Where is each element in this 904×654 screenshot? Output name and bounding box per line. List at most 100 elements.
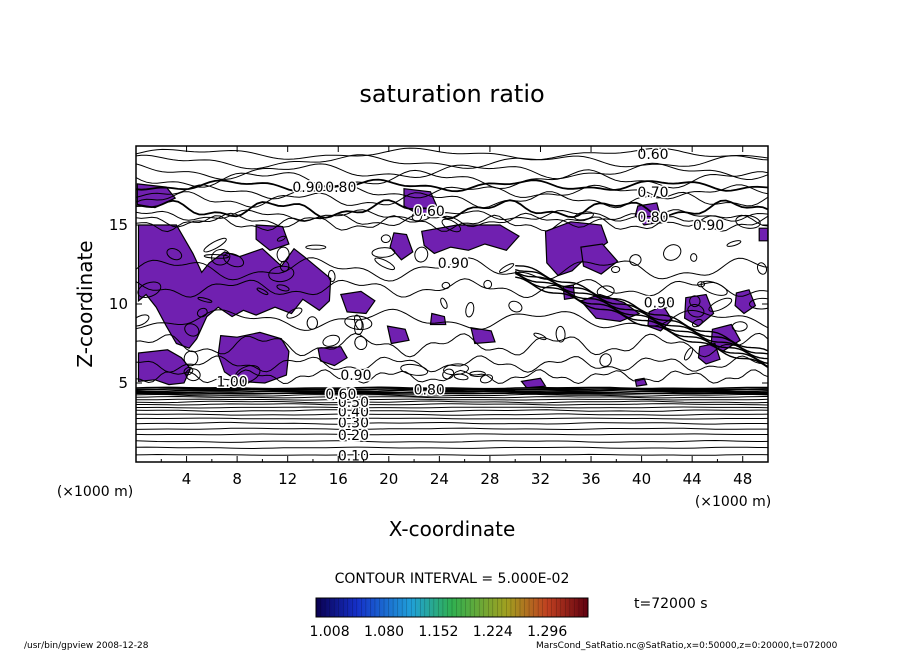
contour-blob [479, 374, 494, 384]
contour-blob [305, 244, 327, 250]
contour-line [136, 395, 768, 399]
contour-blob [498, 263, 515, 274]
contour-lines [136, 147, 768, 456]
supersaturated-region [255, 224, 290, 251]
contour-blob [533, 332, 547, 341]
contour-blob [322, 334, 340, 347]
contour-blob [184, 323, 200, 337]
contour-blob [683, 347, 694, 361]
colorbar-tick-label: 1.008 [310, 624, 350, 640]
contour-line [136, 184, 768, 200]
contour-line [136, 278, 768, 299]
contour-line [515, 276, 768, 369]
supersaturated-region [386, 325, 410, 345]
x-tick-label: 20 [379, 470, 398, 488]
contour-blob [276, 235, 286, 242]
contour-blob [276, 246, 290, 263]
contour-label: 0.70 [637, 185, 668, 201]
contour-blob [306, 316, 318, 330]
contour-blob [256, 287, 269, 296]
contour-blob [286, 307, 303, 319]
contour-line [136, 392, 768, 395]
contour-line [136, 409, 768, 413]
contour-label: 1.00 [217, 374, 248, 390]
supersaturated-region [137, 224, 332, 349]
contour-label: 0.40 [338, 404, 369, 420]
contour-blob [276, 284, 290, 292]
x-tick-label: 40 [632, 470, 651, 488]
contour-blob [203, 254, 230, 259]
contour-blob [196, 307, 208, 318]
contour-line [136, 191, 768, 209]
contour-blob [555, 325, 566, 343]
contour-label: 0.80 [414, 382, 445, 398]
time-label: t=72000 s [634, 596, 708, 612]
supersaturated-region [580, 243, 619, 275]
contour-line [136, 400, 768, 404]
supersaturated-region [470, 326, 496, 345]
supersaturated-region [579, 293, 641, 323]
x-axis-unit-right: (×1000 m) [695, 494, 771, 510]
y-axis-label: Z-coordinate [73, 240, 97, 367]
y-axis-ticks: 5 10 15 [109, 216, 768, 392]
footer-left: /usr/bin/gpview 2008-12-28 [24, 641, 149, 651]
contour-line [136, 388, 768, 393]
contour-blob [166, 247, 183, 261]
contour-line [136, 209, 768, 222]
supersaturated-region [429, 312, 447, 326]
contour-blob [211, 248, 231, 266]
y-tick-label: 15 [109, 216, 128, 234]
contour-line [136, 390, 768, 394]
contour-label: 0.80 [325, 180, 356, 196]
contour-line [136, 453, 768, 456]
contour-blob [328, 269, 336, 283]
x-tick-label: 36 [581, 470, 600, 488]
contour-blob [611, 265, 621, 274]
contour-blob [731, 321, 748, 332]
x-tick-label: 44 [683, 470, 702, 488]
contour-line [136, 355, 768, 373]
y-tick-label: 10 [109, 295, 128, 313]
contour-label: 0.50 [338, 395, 369, 411]
contour-line [136, 427, 768, 431]
contour-line [136, 406, 768, 409]
contour-blob [136, 314, 150, 327]
colorbar-tick-label: 1.080 [364, 624, 404, 640]
contour-label: 0.80 [637, 210, 668, 226]
contour-line [136, 433, 768, 436]
x-tick-label: 8 [232, 470, 242, 488]
supersaturated-region [421, 224, 520, 255]
contour-blob [354, 335, 368, 351]
contour-line [136, 398, 768, 401]
contour-blob [344, 315, 373, 331]
contour-label: 0.60 [637, 147, 668, 163]
contour-line [136, 308, 768, 331]
x-tick-label: 12 [278, 470, 297, 488]
contour-line [136, 421, 768, 425]
contour-blob [596, 285, 615, 298]
contour-blob [442, 368, 455, 380]
colorbar-tick-label: 1.296 [527, 624, 567, 640]
contour-label: 0.20 [338, 428, 369, 444]
contour-line [136, 257, 768, 282]
x-tick-label: 48 [733, 470, 752, 488]
contour-line [136, 169, 768, 190]
contour-labels: 0.100.200.300.400.500.601.00 0.900.800.90… [215, 146, 726, 462]
contour-line [136, 417, 768, 420]
contour-blob [599, 353, 612, 367]
contour-line [136, 446, 768, 450]
contour-blob [223, 252, 245, 268]
contour-blob [411, 212, 422, 222]
contour-blob [185, 368, 201, 382]
contour-blob [689, 295, 701, 308]
contour-blob [658, 300, 674, 309]
contour-blob [453, 373, 469, 381]
contour-blob [749, 297, 768, 310]
contour-line [515, 265, 768, 352]
contour-label: 0.60 [414, 204, 445, 220]
contour-blob [690, 253, 698, 262]
contour-blob [229, 379, 251, 386]
contour-blob [354, 319, 364, 336]
contour-label: 0.90 [340, 368, 371, 384]
contour-blob [687, 304, 705, 318]
